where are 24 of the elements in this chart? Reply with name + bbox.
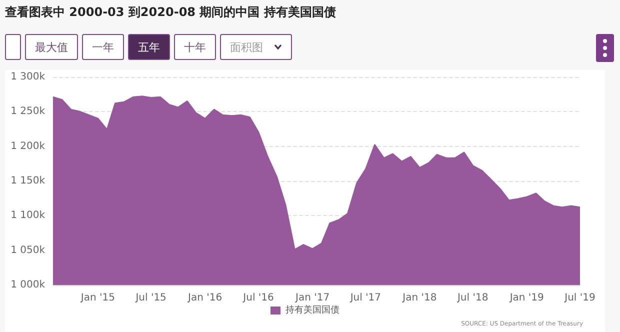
x-tick-label: Jul '19: [564, 292, 596, 304]
x-tick-label: Jul '17: [349, 292, 382, 304]
text: 一年: [82, 34, 124, 60]
x-tick-label: Jan '19: [508, 292, 544, 304]
text: 面积图: [230, 40, 263, 54]
y-tick-label: 1 300k: [10, 72, 46, 82]
y-tick-label: 1 000k: [10, 280, 46, 290]
text: 最大值: [25, 34, 78, 60]
legend-label: 持有美国国债: [286, 304, 340, 316]
y-tick-label: 1 050k: [10, 244, 46, 256]
x-tick-label: Jan '17: [294, 292, 330, 304]
text: 五年: [128, 34, 170, 60]
text: 十年: [174, 34, 216, 60]
x-tick-label: Jan '18: [402, 292, 437, 304]
x-tick-label: Jul '18: [456, 292, 488, 304]
y-tick-label: 1 250k: [10, 106, 46, 118]
x-tick-label: Jul '15: [134, 292, 166, 304]
y-tick-label: 1 150k: [10, 176, 46, 186]
y-tick-label: 1 200k: [10, 140, 46, 152]
x-tick-label: Jul '16: [242, 292, 274, 304]
x-tick-label: Jan '15: [80, 292, 115, 304]
y-tick-label: 1 100k: [10, 210, 46, 222]
chart-title: 查看图表中 2000-03 到2020-08 期间的中国 持有美国国债: [5, 4, 336, 21]
x-tick-label: Jan '16: [187, 292, 222, 304]
